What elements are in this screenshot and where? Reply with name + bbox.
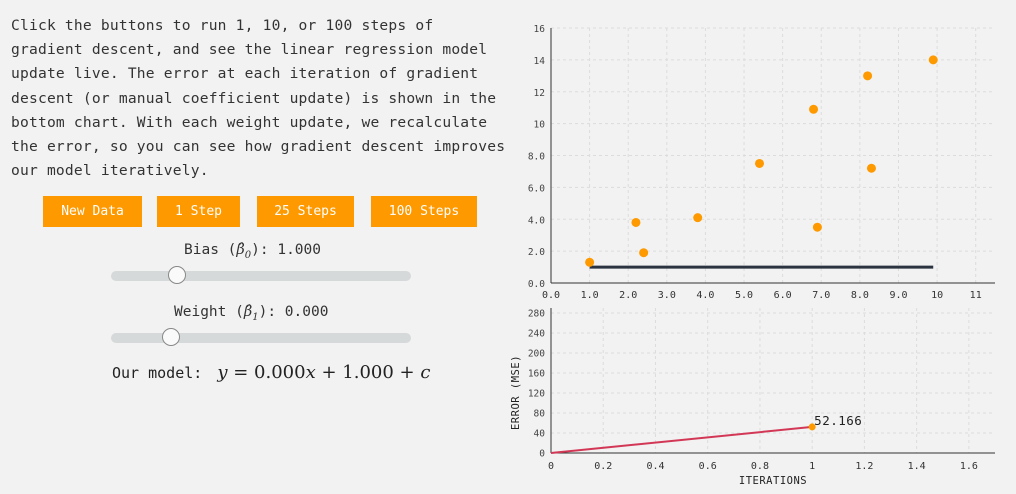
data-point — [809, 104, 819, 114]
scatter-x-tick-label: 2.0 — [619, 290, 637, 301]
scatter-y-tick-label: 16 — [534, 24, 546, 35]
error-x-tick-label: 1.4 — [908, 461, 926, 472]
model-formula: y = 0.000x + 1.000 + c — [217, 362, 431, 383]
model-equation: Our model: y = 0.000x + 1.000 + c — [112, 362, 430, 383]
model-prefix: Our model: — [112, 364, 203, 382]
error-x-axis-label: ITERATIONS — [739, 475, 807, 487]
weight-label: Weight (β̂1): 0.000 — [174, 304, 329, 323]
scatter-x-tick-label: 5.0 — [735, 290, 753, 301]
error-y-tick-label: 240 — [528, 329, 545, 340]
error-y-tick-label: 280 — [528, 309, 545, 320]
data-point — [693, 213, 703, 223]
scatter-x-tick-label: 10 — [931, 290, 943, 301]
twenty-five-steps-button[interactable]: 25 Steps — [257, 196, 354, 227]
error-y-tick-label: 80 — [534, 409, 546, 420]
bias-label: Bias (β̂0): 1.000 — [184, 242, 321, 261]
scatter-x-tick-label: 9.0 — [889, 290, 907, 301]
error-y-tick-label: 120 — [528, 389, 545, 400]
error-y-tick-label: 160 — [528, 369, 545, 380]
error-last-point — [808, 423, 816, 431]
error-y-tick-label: 40 — [534, 429, 546, 440]
scatter-y-tick-label: 4.0 — [528, 215, 545, 226]
error-y-tick-label: 200 — [528, 349, 545, 360]
scatter-y-tick-label: 10 — [534, 120, 546, 131]
data-point — [754, 158, 764, 168]
hundred-steps-button[interactable]: 100 Steps — [371, 196, 477, 227]
error-y-axis-label: ERROR (MSE) — [510, 355, 522, 430]
one-step-button[interactable]: 1 Step — [157, 196, 240, 227]
new-data-button[interactable]: New Data — [43, 196, 142, 227]
scatter-y-tick-label: 14 — [534, 56, 546, 67]
scatter-y-tick-label: 6.0 — [528, 183, 545, 194]
scatter-x-tick-label: 0.0 — [542, 290, 560, 301]
data-point — [863, 71, 873, 81]
scatter-x-tick-label: 7.0 — [812, 290, 830, 301]
error-x-tick-label: 0.2 — [594, 461, 612, 472]
error-x-tick-label: 0 — [548, 461, 554, 472]
error-x-tick-label: 0.6 — [699, 461, 717, 472]
scatter-x-tick-label: 1.0 — [581, 290, 599, 301]
scatter-y-tick-label: 8.0 — [528, 152, 545, 163]
scatter-y-tick-label: 0.0 — [528, 279, 545, 290]
error-last-value-label: 52.166 — [814, 413, 862, 428]
data-point — [631, 217, 641, 227]
scatter-x-tick-label: 4.0 — [696, 290, 714, 301]
scatter-x-tick-label: 11 — [970, 290, 982, 301]
scatter-x-tick-label: 6.0 — [774, 290, 792, 301]
beta1-symbol: β̂1 — [243, 304, 259, 323]
beta0-symbol: β̂0 — [236, 242, 252, 261]
scatter-chart: 0.0 2.0 4.0 6.0 8.0 10 12 14 16 0.0 1.0 2.0 3.0 4.0 5.… — [528, 24, 995, 301]
bias-slider[interactable] — [111, 266, 411, 284]
data-point — [866, 163, 876, 173]
scatter-y-tick-label: 2.0 — [528, 247, 545, 258]
scatter-y-tick-label: 12 — [534, 88, 545, 99]
error-chart: 0 40 80 120 160 200 240 280 0 0.2 0.4 0.6 0.8 1 1.2 1.4… — [510, 308, 995, 487]
data-point — [812, 222, 822, 232]
bias-slider-handle[interactable] — [168, 266, 186, 284]
error-y-tick-label: 0 — [539, 449, 545, 460]
data-point — [928, 55, 938, 65]
scatter-x-tick-label: 3.0 — [658, 290, 676, 301]
intro-text: Click the buttons to run 1, 10, or 100 s… — [11, 17, 506, 180]
weight-slider-handle[interactable] — [162, 328, 180, 346]
data-point — [585, 257, 595, 267]
error-x-tick-label: 1 — [809, 461, 815, 472]
scatter-x-tick-label: 8.0 — [851, 290, 869, 301]
weight-slider[interactable] — [111, 328, 411, 346]
error-x-tick-label: 0.4 — [646, 461, 664, 472]
error-line — [550, 425, 813, 454]
error-x-tick-label: 1.6 — [960, 461, 978, 472]
error-x-tick-label: 0.8 — [751, 461, 769, 472]
error-x-tick-label: 1.2 — [855, 461, 873, 472]
data-point — [639, 248, 649, 258]
